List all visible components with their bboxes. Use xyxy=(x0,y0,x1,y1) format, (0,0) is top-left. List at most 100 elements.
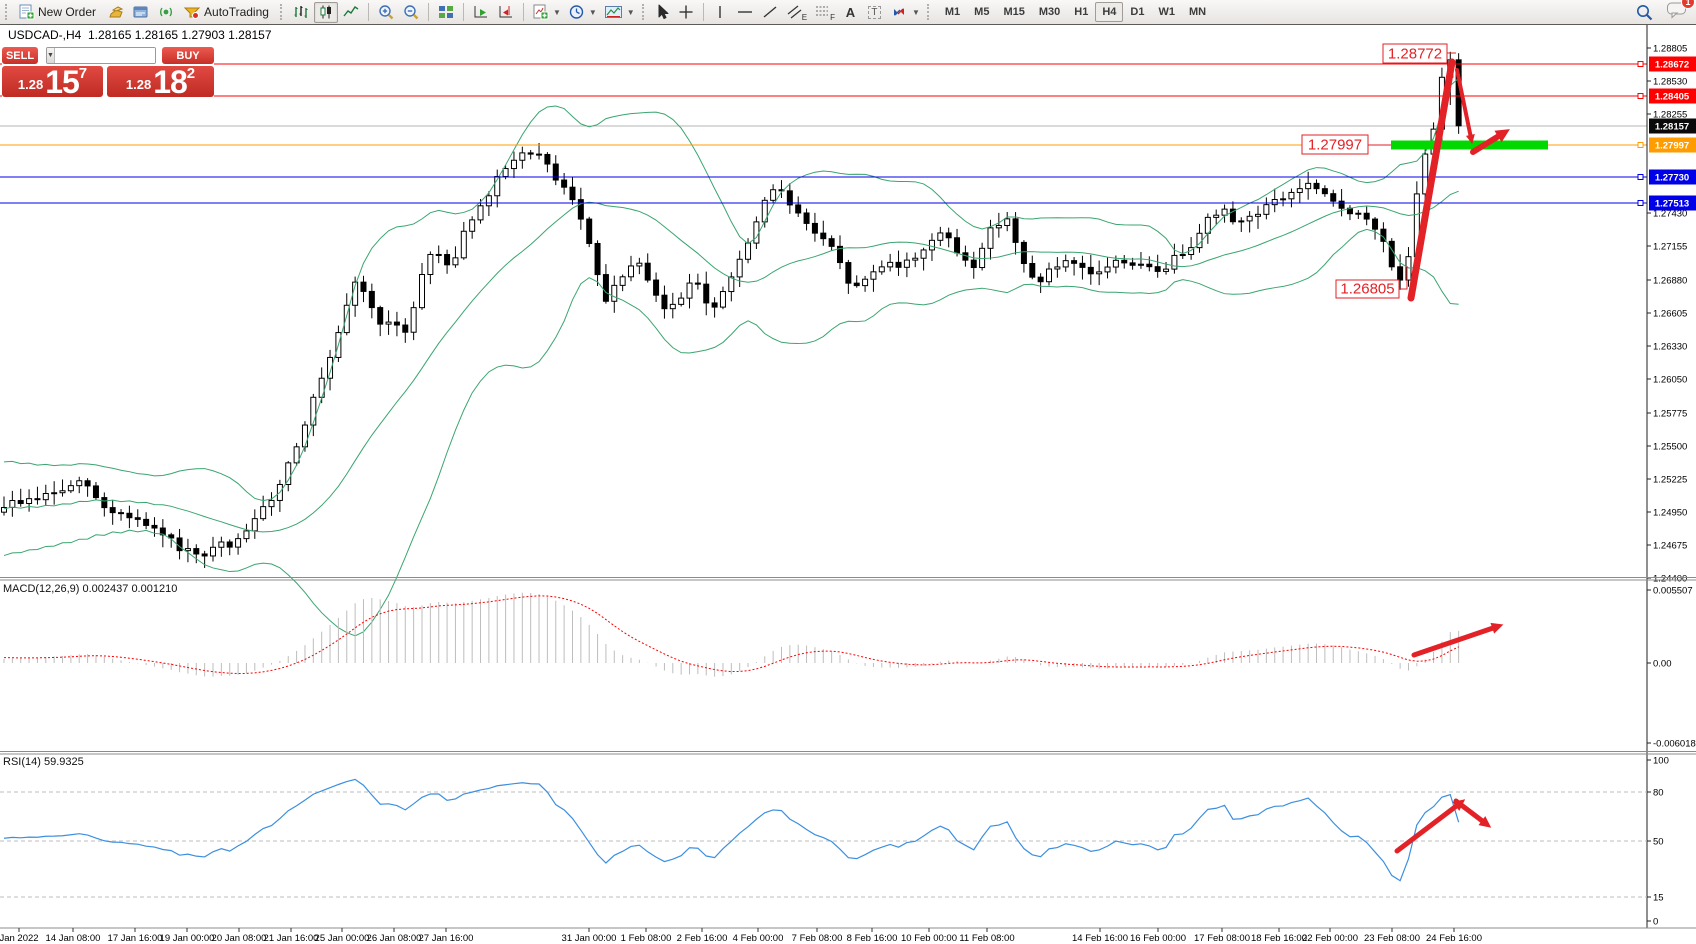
timeframe-W1[interactable]: W1 xyxy=(1151,2,1182,22)
line-chart-button[interactable] xyxy=(339,2,363,23)
price-annotation-box[interactable] xyxy=(1335,279,1400,299)
macd-tick-label: 0.00 xyxy=(1653,659,1672,670)
trendline-button[interactable] xyxy=(758,2,782,23)
bear-candle xyxy=(444,254,451,266)
periods-dropdown-caret[interactable]: ▼ xyxy=(588,7,597,17)
toolbar-grip[interactable] xyxy=(926,4,932,20)
price-axis: 1.28805 1.28530 1.28255 1.27430 1.27155 1.268… xyxy=(0,25,1696,929)
timeframe-H4[interactable]: H4 xyxy=(1095,2,1124,22)
bull-candle xyxy=(51,492,58,495)
price-annotation-box[interactable] xyxy=(1382,43,1448,64)
time-axis-label: 22 Feb 00:00 xyxy=(1302,933,1358,944)
arrows-dropdown-caret[interactable]: ▼ xyxy=(911,7,920,17)
tile-windows-button[interactable] xyxy=(434,2,458,23)
auto-scroll-button[interactable] xyxy=(469,2,493,23)
volume-input[interactable] xyxy=(54,48,155,63)
volume-decrease-button[interactable]: ▼ xyxy=(47,48,55,63)
bull-candle xyxy=(770,189,777,201)
timeframe-H1[interactable]: H1 xyxy=(1067,2,1095,22)
timeframe-M15[interactable]: M15 xyxy=(996,2,1031,22)
timeframe-M5[interactable]: M5 xyxy=(967,2,996,22)
fibonacci-button[interactable]: F xyxy=(811,2,838,23)
horizontal-line-objects[interactable] xyxy=(0,61,1647,206)
search-icon[interactable] xyxy=(1635,3,1654,22)
vertical-line-button[interactable] xyxy=(709,2,732,23)
time-axis-label: 7 Feb 08:00 xyxy=(792,933,843,944)
signals-button[interactable] xyxy=(154,2,178,23)
bull-candle xyxy=(301,424,308,448)
bull-candle xyxy=(870,271,877,280)
bear-candle xyxy=(1363,212,1370,220)
rsi-panel[interactable]: 100 80 50 15 0 xyxy=(0,756,1669,928)
timeframe-M1[interactable]: M1 xyxy=(938,2,967,22)
bull-candle xyxy=(1246,215,1253,222)
drawn-arrow[interactable] xyxy=(1453,798,1488,826)
drawn-arrow[interactable] xyxy=(1455,68,1473,140)
bull-candle xyxy=(285,462,292,485)
price-annotation-box[interactable] xyxy=(1301,134,1369,155)
zoom-out-button[interactable] xyxy=(399,2,423,23)
sell-button[interactable]: SELL xyxy=(2,47,38,64)
sell-price-display[interactable]: 1.28 15 7 xyxy=(2,66,103,98)
arrows-button[interactable]: ▼ xyxy=(887,2,923,23)
chart-shift-button[interactable] xyxy=(494,2,518,23)
drawn-arrow[interactable] xyxy=(1407,58,1456,302)
buy-price-display[interactable]: 1.28 18 2 xyxy=(107,66,214,98)
horizontal-line-button[interactable] xyxy=(733,2,757,23)
candlestick-chart-button[interactable] xyxy=(313,1,338,23)
candles[interactable] xyxy=(1,51,1462,568)
market-watch-button[interactable] xyxy=(104,2,128,23)
bull-candle xyxy=(979,247,986,269)
new-order-button[interactable]: New Order xyxy=(14,2,103,23)
templates-button[interactable]: ▼ xyxy=(601,2,638,23)
timeframe-D1[interactable]: D1 xyxy=(1123,2,1151,22)
bull-candle xyxy=(9,500,16,508)
drawn-arrow[interactable] xyxy=(1394,801,1462,854)
support-zone-rectangle[interactable] xyxy=(1391,140,1548,150)
data-window-button[interactable] xyxy=(129,2,153,23)
indicators-dropdown-caret[interactable]: ▼ xyxy=(552,7,561,17)
macd-panel[interactable]: 0.005507 0.00 -0.006018 xyxy=(3,586,1696,750)
toolbar-grip[interactable] xyxy=(279,4,285,20)
bull-candle xyxy=(318,377,325,398)
templates-dropdown-caret[interactable]: ▼ xyxy=(626,7,635,17)
bear-candle xyxy=(377,307,384,325)
bear-candle xyxy=(1121,259,1128,264)
buy-button[interactable]: BUY xyxy=(162,47,214,64)
zoom-in-button[interactable] xyxy=(374,2,398,23)
bull-candle xyxy=(235,538,242,548)
bull-candle xyxy=(912,257,919,261)
timeframe-MN[interactable]: MN xyxy=(1182,2,1213,22)
time-axis-label: 10 Feb 00:00 xyxy=(901,933,957,944)
cursor-button[interactable] xyxy=(651,2,674,23)
periods-button[interactable]: ▼ xyxy=(565,2,600,23)
line-handle xyxy=(1637,200,1644,206)
autotrading-button[interactable]: AutoTrading xyxy=(179,2,276,23)
bear-candle xyxy=(552,163,559,181)
crosshair-button[interactable] xyxy=(675,2,698,23)
indicators-button[interactable]: ▼ xyxy=(529,2,564,23)
bull-candle xyxy=(1112,259,1119,268)
toolbar-grip[interactable] xyxy=(641,4,647,20)
zoom-in-icon xyxy=(379,4,394,19)
time-axis-label: 11 Feb 08:00 xyxy=(959,933,1014,944)
price-tick-label: 1.27430 xyxy=(1653,209,1687,220)
timeframe-M30[interactable]: M30 xyxy=(1032,2,1067,22)
bear-candle xyxy=(435,253,442,256)
text-button[interactable]: A xyxy=(839,2,862,23)
bull-candle xyxy=(920,249,927,259)
equidistant-channel-button[interactable]: E xyxy=(783,2,810,23)
notifications-button[interactable]: 1 xyxy=(1666,0,1695,24)
text-label-button[interactable]: T xyxy=(863,2,886,23)
vertical-line-icon xyxy=(719,6,721,18)
bar-chart-button[interactable] xyxy=(289,2,313,23)
drawn-arrow[interactable] xyxy=(1411,624,1499,658)
toolbar-grip[interactable] xyxy=(5,4,10,20)
drawn-arrow[interactable] xyxy=(1470,131,1505,155)
bear-candle xyxy=(1087,266,1094,275)
annotations[interactable]: 1.28772 1.27997 1.26805 xyxy=(1301,43,1548,854)
bear-candle xyxy=(820,232,827,240)
bull-candle xyxy=(410,307,417,333)
